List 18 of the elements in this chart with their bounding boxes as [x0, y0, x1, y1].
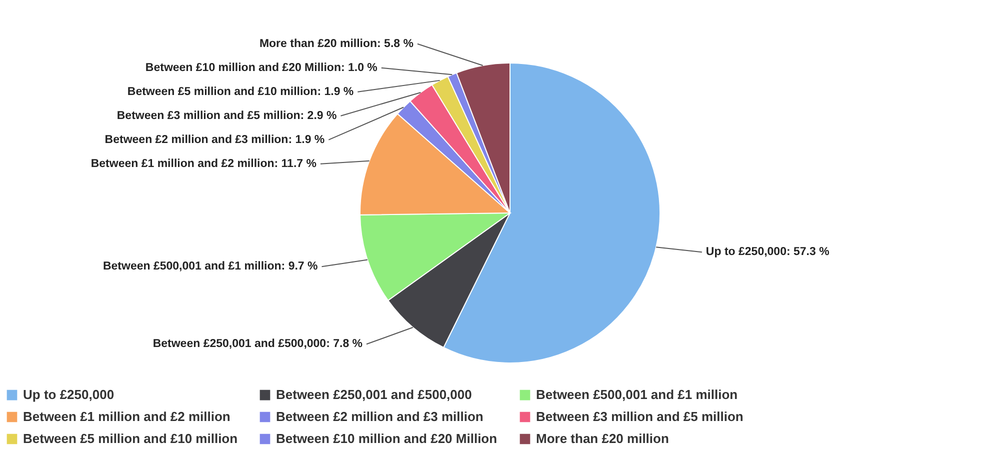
- data-label: Between £10 million and £20 Million: 1.0 %: [145, 62, 378, 74]
- data-label: Between £2 million and £3 million: 1.9 %: [104, 134, 325, 146]
- data-label: Between £3 million and £5 million: 2.9 %: [116, 110, 337, 122]
- data-label: More than £20 million: 5.8 %: [259, 38, 414, 50]
- data-label: Between £1 million and £2 million: 11.7 %: [90, 158, 316, 170]
- legend-label: Between £2 million and £3 million: [276, 409, 484, 424]
- data-label: Between £500,001 and £1 million: 9.7 %: [102, 260, 318, 273]
- legend-label: Between £250,001 and £500,000: [276, 387, 472, 402]
- legend-label: Between £10 million and £20 Million: [276, 431, 498, 446]
- legend-label: Between £5 million and £10 million: [23, 431, 238, 446]
- legend-label: Between £1 million and £2 million: [23, 409, 230, 424]
- legend-label: More than £20 million: [536, 431, 669, 446]
- data-label: Up to £250,000: 57.3 %: [706, 246, 830, 258]
- data-label: Between £250,001 and £500,000: 7.8 %: [152, 338, 363, 350]
- legend-label: Between £3 million and £5 million: [536, 409, 744, 424]
- data-label: Between £5 million and £10 million: 1.9 %: [127, 86, 354, 98]
- legend-label: Between £500,001 and £1 million: [536, 387, 738, 402]
- legend-label: Up to £250,000: [23, 387, 114, 402]
